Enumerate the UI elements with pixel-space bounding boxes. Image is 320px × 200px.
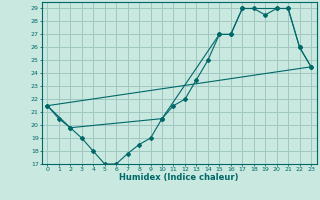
X-axis label: Humidex (Indice chaleur): Humidex (Indice chaleur) [119,173,239,182]
